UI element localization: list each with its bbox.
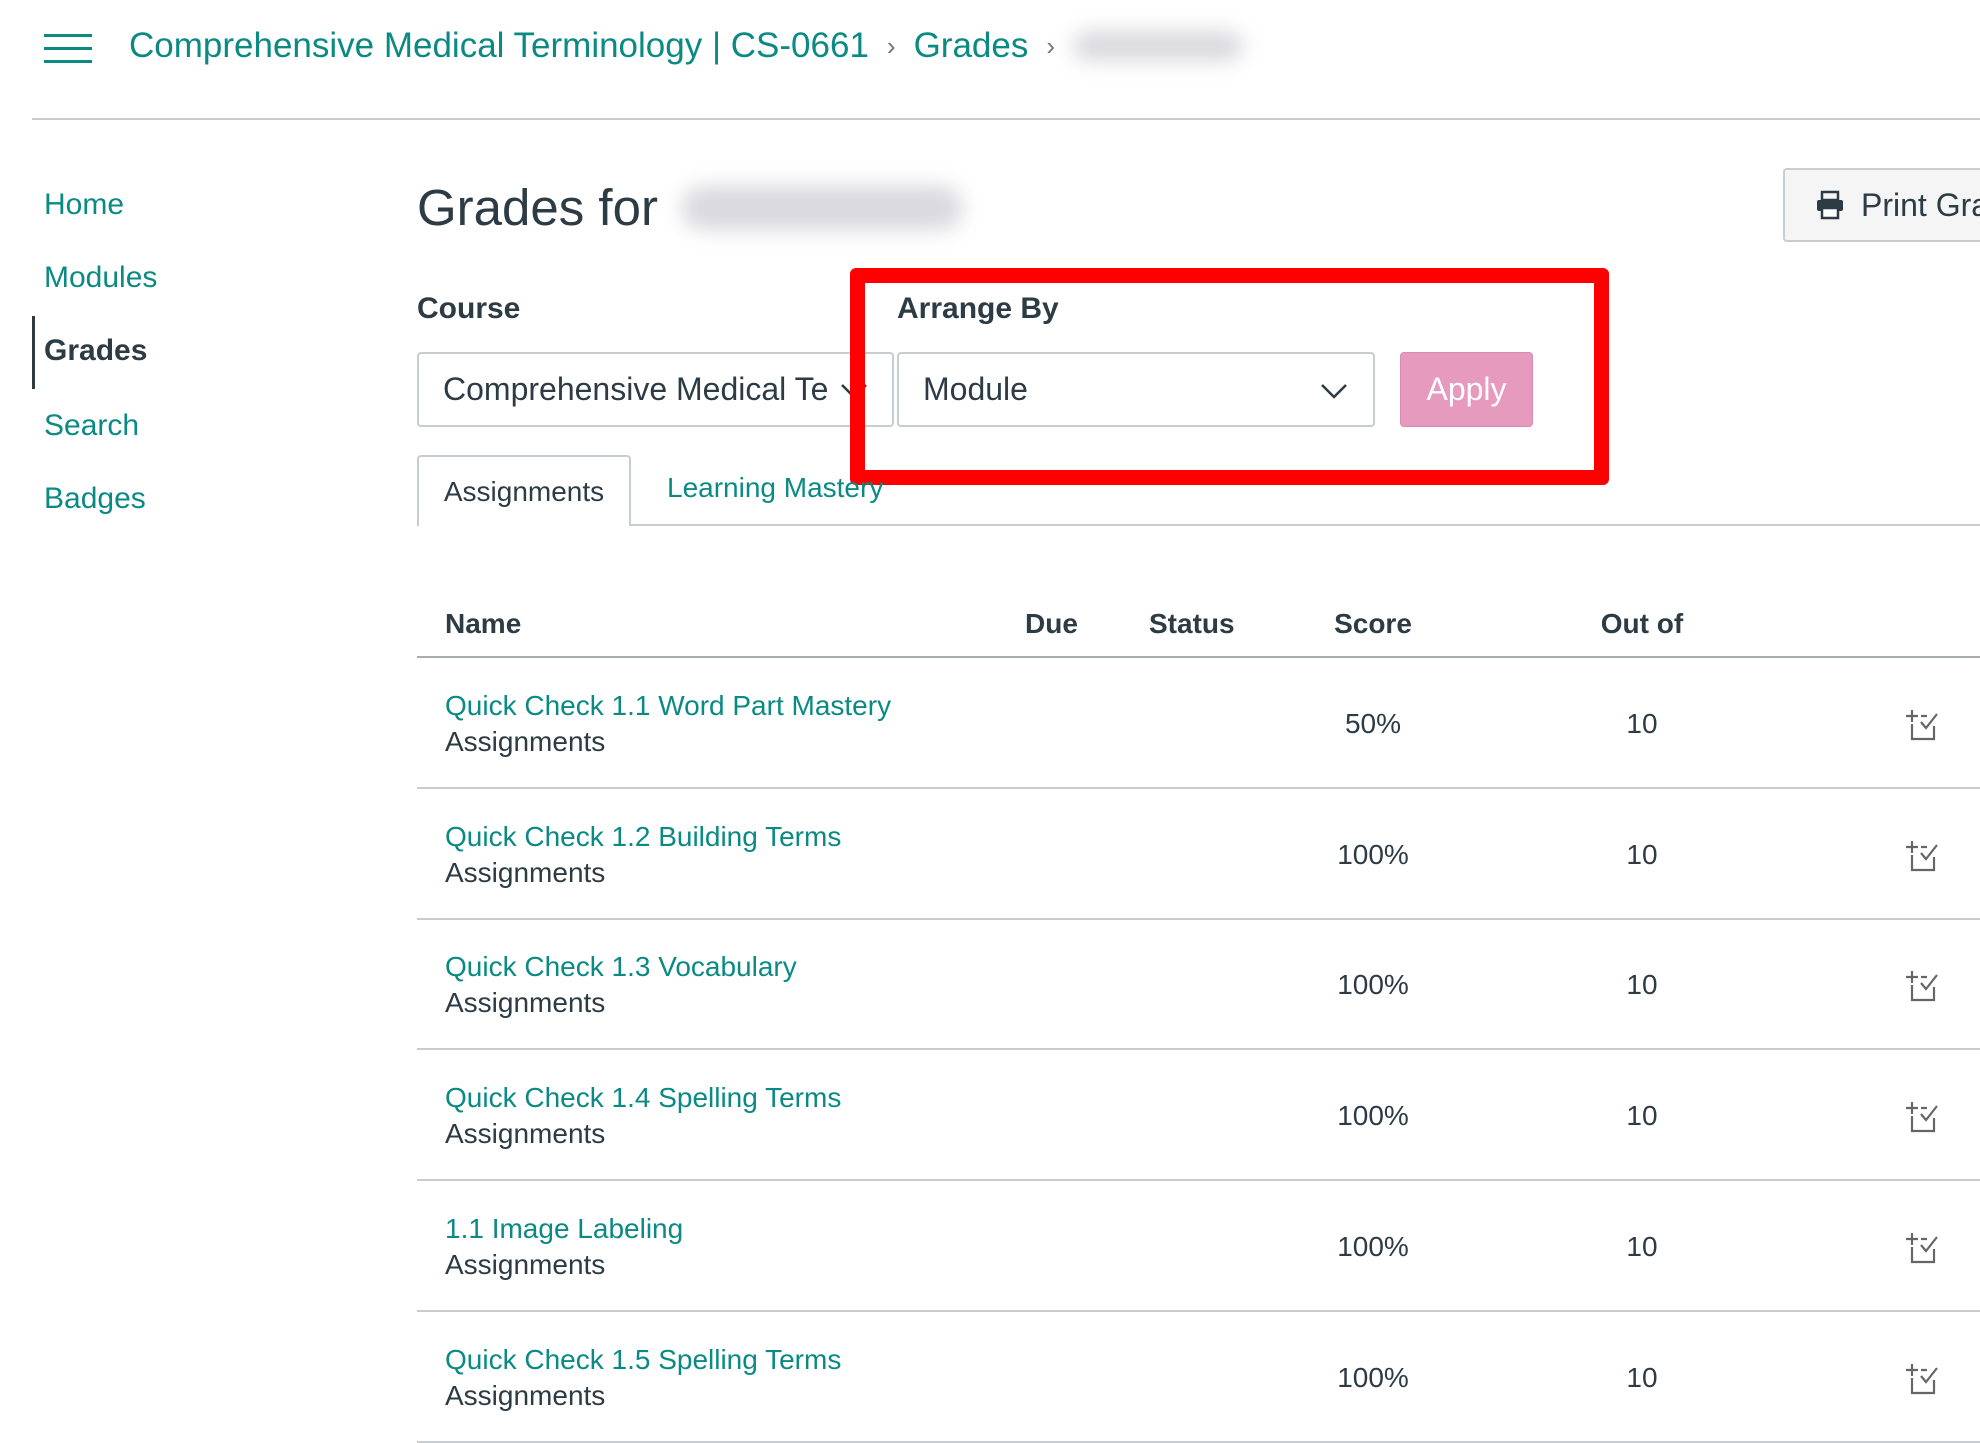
- out-of-value: 10: [1626, 1361, 1658, 1393]
- breadcrumb: Comprehensive Medical Terminology | CS-0…: [129, 26, 1244, 66]
- header-divider: [32, 118, 1980, 120]
- what-if-score-icon[interactable]: [1905, 969, 1939, 1003]
- column-header-status[interactable]: Status: [1149, 608, 1235, 639]
- score-value: 100%: [1337, 969, 1409, 1001]
- print-grades-label: Print Gra: [1861, 186, 1980, 223]
- row-divider: [417, 1048, 1980, 1051]
- out-of-value: 10: [1626, 1230, 1658, 1262]
- out-of-value: 10: [1626, 1100, 1658, 1132]
- breadcrumb-separator-icon: ›: [886, 30, 896, 61]
- assignment-group: Assignments: [445, 1248, 606, 1280]
- highlight-annotation-box: [850, 268, 1609, 485]
- printer-icon: [1817, 190, 1843, 220]
- redacted-student-name: [681, 185, 962, 230]
- score-value: 100%: [1337, 1230, 1409, 1262]
- arrange-by-label: Arrange By: [897, 292, 1059, 325]
- breadcrumb-course-link[interactable]: Comprehensive Medical Terminology | CS-0…: [129, 26, 869, 65]
- row-divider: [417, 1440, 1980, 1443]
- row-divider: [417, 1309, 1980, 1312]
- assignment-link[interactable]: Quick Check 1.1 Word Part Mastery: [445, 690, 892, 721]
- apply-button[interactable]: Apply: [1400, 352, 1533, 427]
- assignment-group: Assignments: [445, 1379, 606, 1411]
- score-value: 100%: [1337, 1361, 1409, 1393]
- assignment-group: Assignments: [445, 1118, 606, 1150]
- table-row: Quick Check 1.1 Word Part Mastery Assignm…: [417, 658, 1980, 789]
- course-label: Course: [417, 292, 521, 325]
- hamburger-menu-icon[interactable]: [44, 34, 92, 64]
- active-nav-indicator: [32, 316, 35, 389]
- column-header-name[interactable]: Name: [445, 608, 522, 639]
- score-value: 100%: [1337, 1100, 1409, 1132]
- row-divider: [417, 917, 1980, 920]
- what-if-score-icon[interactable]: [1905, 1362, 1939, 1396]
- arrange-by-select[interactable]: Module: [897, 352, 1375, 427]
- score-value: 50%: [1344, 708, 1402, 739]
- breadcrumb-separator-icon: ›: [1046, 30, 1056, 61]
- chevron-down-icon: [1321, 384, 1347, 399]
- tab-learning-mastery[interactable]: Learning Mastery: [667, 472, 884, 503]
- redacted-student-name: [1073, 31, 1244, 61]
- course-select-value: Comprehensive Medical Te: [443, 371, 829, 407]
- table-row: Quick Check 1.3 Vocabulary Assignments 100…: [417, 919, 1980, 1051]
- column-header-out-of[interactable]: Out of: [1600, 608, 1684, 639]
- breadcrumb-grades-link[interactable]: Grades: [913, 26, 1029, 65]
- score-value: 100%: [1337, 838, 1409, 870]
- tab-assignments[interactable]: Assignments: [417, 455, 631, 526]
- assignment-group: Assignments: [445, 856, 606, 888]
- tabs-divider: [417, 524, 1980, 526]
- column-header-score[interactable]: Score: [1334, 608, 1412, 639]
- page-title: Grades for: [417, 178, 962, 237]
- sidebar-item-modules[interactable]: Modules: [44, 261, 158, 294]
- table-row: 1.1 Image Labeling Assignments 100% 10: [417, 1181, 1980, 1312]
- sidebar-item-home[interactable]: Home: [44, 188, 125, 221]
- out-of-value: 10: [1626, 838, 1658, 870]
- out-of-value: 10: [1626, 969, 1658, 1001]
- row-divider: [417, 787, 1980, 789]
- table-row: Quick Check 1.4 Spelling Terms Assignment…: [417, 1050, 1980, 1182]
- sidebar-item-grades[interactable]: Grades: [44, 334, 148, 367]
- assignment-link[interactable]: Quick Check 1.4 Spelling Terms: [445, 1082, 842, 1114]
- assignment-link[interactable]: Quick Check 1.5 Spelling Terms: [445, 1343, 842, 1375]
- assignment-group: Assignments: [445, 726, 606, 757]
- what-if-score-icon[interactable]: [1905, 839, 1939, 873]
- what-if-score-icon[interactable]: [1905, 708, 1939, 742]
- course-select[interactable]: Comprehensive Medical Te: [417, 352, 894, 427]
- sidebar-item-search[interactable]: Search: [44, 409, 140, 442]
- what-if-score-icon[interactable]: [1905, 1100, 1939, 1134]
- assignment-link[interactable]: Quick Check 1.3 Vocabulary: [445, 951, 797, 983]
- assignment-link[interactable]: 1.1 Image Labeling: [445, 1212, 684, 1244]
- arrange-by-select-value: Module: [923, 371, 1028, 407]
- sidebar-item-badges[interactable]: Badges: [44, 482, 146, 515]
- out-of-value: 10: [1626, 708, 1658, 739]
- table-row: Quick Check 1.2 Building Terms Assignment…: [417, 789, 1980, 920]
- assignment-group: Assignments: [445, 987, 606, 1019]
- print-grades-button[interactable]: Print Gra: [1783, 168, 1980, 242]
- page-title-text: Grades for: [417, 179, 658, 236]
- table-row: Quick Check 1.5 Spelling Terms Assignment…: [417, 1312, 1980, 1443]
- assignment-link[interactable]: Quick Check 1.2 Building Terms: [445, 820, 842, 852]
- table-header-divider: [417, 656, 1980, 658]
- what-if-score-icon[interactable]: [1905, 1231, 1939, 1265]
- column-header-due[interactable]: Due: [1025, 608, 1078, 639]
- row-divider: [417, 1179, 1980, 1182]
